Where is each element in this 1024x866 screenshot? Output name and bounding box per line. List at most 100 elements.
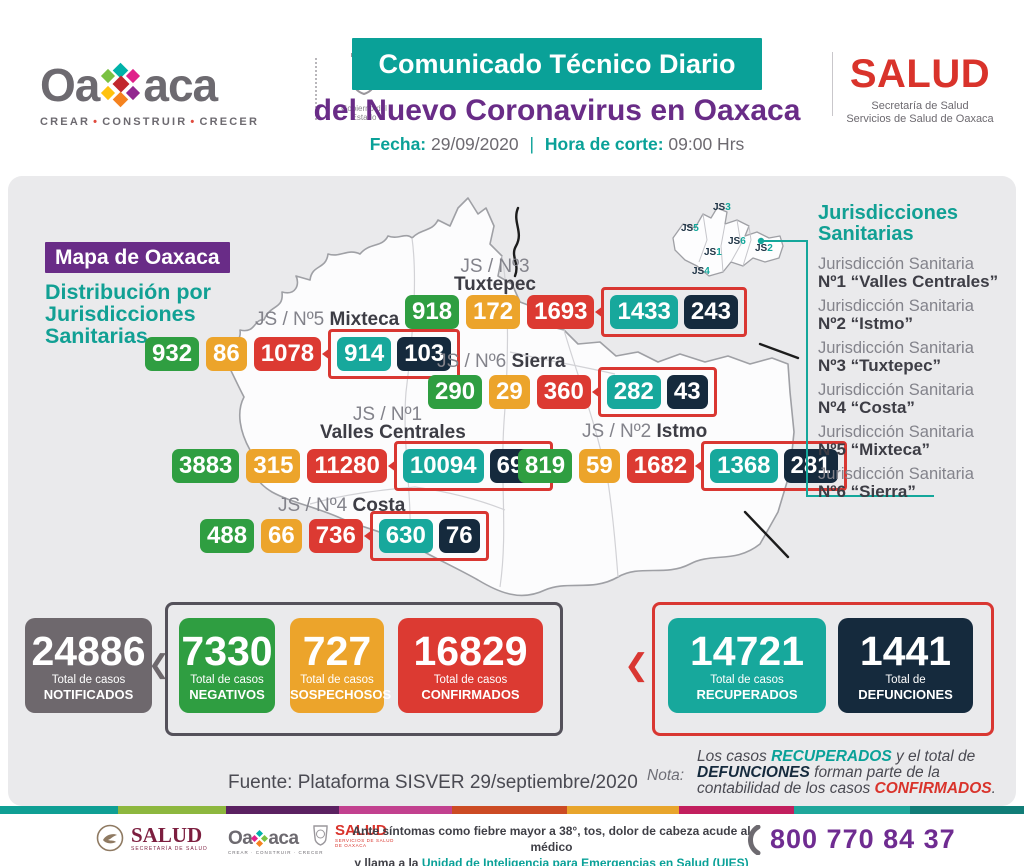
valles-negativos: 3883 bbox=[172, 449, 240, 483]
costa-defunciones: 76 bbox=[438, 519, 480, 553]
tuxtepec-recuperados: 1433 bbox=[610, 295, 678, 329]
oaxaca-logo: Oa aca CREAR • CONSTRUIR • CRECER bbox=[40, 58, 259, 128]
footer-salud-federal-sub: SECRETARÍA DE SALUD bbox=[131, 845, 208, 852]
oaxaca-mini-diamond-icon bbox=[251, 829, 269, 848]
legend-item: Jurisdicción Sanitaria Nº2 “Istmo” bbox=[818, 297, 974, 333]
row-tuxtepec: 918 172 1693 1433 243 bbox=[405, 287, 747, 337]
oaxaca-word-end: aca bbox=[143, 59, 218, 111]
map-title-banner: Mapa de Oaxaca bbox=[45, 242, 230, 273]
legend-item: Jurisdicción Sanitaria Nº4 “Costa” bbox=[818, 381, 974, 417]
mixteca-defunciones: 103 bbox=[397, 337, 452, 371]
costa-outcome-box: 630 76 bbox=[363, 511, 489, 561]
legend-item: Jurisdicción Sanitaria Nº3 “Tuxtepec” bbox=[818, 339, 974, 375]
tuxtepec-confirmados: 1693 bbox=[527, 295, 595, 329]
eagle-seal-icon bbox=[96, 824, 124, 852]
note-confirmados-hl: CONFIRMADOS bbox=[874, 780, 992, 797]
outcome-group-box bbox=[652, 602, 994, 736]
legend-item: Jurisdicción Sanitaria Nº1 “Valles Centra… bbox=[818, 255, 999, 291]
inset-label-js6: JS6 bbox=[728, 236, 746, 247]
header-right-divider bbox=[832, 52, 833, 116]
fecha-separator: | bbox=[529, 134, 535, 154]
mixteca-recuperados: 914 bbox=[337, 337, 392, 371]
tuxtepec-negativos: 918 bbox=[405, 295, 460, 329]
inset-label-js5: JS5 bbox=[681, 223, 699, 234]
row-mixteca: 932 86 1078 914 103 bbox=[145, 329, 461, 379]
phone-icon bbox=[748, 824, 761, 855]
sierra-defunciones: 43 bbox=[666, 375, 708, 409]
label-tuxtepec: JS / Nº3 Tuxtepec bbox=[453, 256, 536, 295]
hora-label: Hora de corte: bbox=[544, 134, 664, 154]
tuxtepec-outcome-box: 1433 243 bbox=[595, 287, 747, 337]
footer-bar: SALUD SECRETARÍA DE SALUD Oa aca CREAR ·… bbox=[0, 814, 1024, 866]
label-sierra: JS / Nº6 Sierra bbox=[437, 351, 566, 372]
tested-group-box bbox=[165, 602, 563, 736]
stat-recuperados: 14721 Total de casos RECUPERADOS bbox=[668, 618, 826, 713]
footer-salud-oaxaca-name: SALUD bbox=[335, 821, 387, 839]
row-sierra: 290 29 360 282 43 bbox=[428, 367, 717, 417]
stat-sospechosos: 727 Total de casos SOSPECHOSOS bbox=[290, 618, 391, 713]
mixteca-negativos: 932 bbox=[145, 337, 200, 371]
gobierno-label: Gobierno del Estado bbox=[341, 104, 387, 122]
oaxaca-wordmark: Oa aca bbox=[40, 58, 259, 112]
salud-sub: Secretaría de Salud Servicios de Salud d… bbox=[846, 100, 994, 125]
row-costa: 488 66 736 630 76 bbox=[200, 511, 489, 561]
footer-oaxaca-tagline: CREAR · CONSTRUIR · CRECER bbox=[228, 850, 324, 855]
label-mixteca: JS / Nº5 Mixteca bbox=[255, 309, 400, 330]
mini-crest-icon bbox=[313, 825, 328, 846]
footer-salud-oaxaca-sub1: SERVICIOS DE SALUD bbox=[335, 837, 394, 843]
inset-label-js3: JS3 bbox=[713, 202, 731, 213]
istmo-outcome-box: 1368 281 bbox=[695, 441, 847, 491]
footer-salud-oaxaca-logo: SALUD SERVICIOS DE SALUD DE OAXACA bbox=[312, 822, 394, 848]
footer-oaxaca-logo: Oa aca CREAR · CONSTRUIR · CRECER bbox=[228, 828, 324, 855]
note-defunciones-hl: DEFUNCIONES bbox=[697, 764, 810, 781]
mixteca-confirmados: 1078 bbox=[253, 337, 322, 371]
costa-sospechosos: 66 bbox=[261, 519, 302, 553]
valles-recuperados: 10094 bbox=[402, 449, 484, 483]
oaxaca-tagline: CREAR • CONSTRUIR • CRECER bbox=[40, 116, 260, 128]
inset-label-js1: JS1 bbox=[704, 247, 722, 258]
mixteca-sospechosos: 86 bbox=[206, 337, 247, 371]
mixteca-outcome-box: 914 103 bbox=[322, 329, 461, 379]
istmo-recuperados: 1368 bbox=[710, 449, 778, 483]
legend-connector-line bbox=[763, 240, 807, 242]
source-line: Fuente: Plataforma SISVER 29/septiembre/… bbox=[228, 772, 638, 793]
stat-confirmados: 16829 Total de casos CONFIRMADOS bbox=[398, 618, 543, 713]
footer-salud-federal-name: SALUD bbox=[131, 822, 203, 847]
label-valles-centrales: JS / Nº1 Valles Centrales bbox=[320, 404, 466, 443]
footer-message: Ante síntomas como fiebre mayor a 38°, t… bbox=[351, 823, 752, 866]
inset-label-js4: JS4 bbox=[692, 266, 710, 277]
header: Oa aca CREAR • CONSTRUIR • CRECER bbox=[0, 0, 1024, 176]
legend-title: Jurisdicciones Sanitarias bbox=[818, 202, 959, 245]
istmo-confirmados: 1682 bbox=[626, 449, 695, 483]
oaxaca-diamond-x-icon bbox=[99, 62, 143, 108]
color-stripe bbox=[0, 806, 1024, 814]
header-divider-dots bbox=[315, 58, 317, 120]
uies-highlight: Unidad de Inteligencia para Emergencias … bbox=[421, 856, 749, 866]
label-costa: JS / Nº4 Costa bbox=[278, 495, 406, 516]
footer-salud-federal-logo: SALUD SECRETARÍA DE SALUD bbox=[96, 824, 208, 852]
istmo-negativos: 819 bbox=[518, 449, 573, 483]
phone-number: 800 770 84 37 bbox=[770, 824, 956, 854]
sierra-sospechosos: 29 bbox=[489, 375, 530, 409]
valles-confirmados: 11280 bbox=[307, 449, 387, 483]
map-subtitle: Distribución por Jurisdicciones Sanitari… bbox=[45, 280, 212, 348]
footer-salud-oaxaca-sub2: DE OAXACA bbox=[335, 842, 367, 848]
oaxaca-word-start: Oa bbox=[40, 59, 100, 111]
tuxtepec-defunciones: 243 bbox=[683, 295, 738, 329]
salud-logo: SALUD Secretaría de Salud Servicios de S… bbox=[840, 54, 1000, 126]
stat-negativos: 7330 Total de casos NEGATIVOS bbox=[179, 618, 275, 713]
chevron-gray-icon: ❮ bbox=[148, 650, 170, 680]
sierra-negativos: 290 bbox=[428, 375, 483, 409]
note-recuperados-hl: RECUPERADOS bbox=[771, 748, 892, 765]
fecha-label: Fecha: bbox=[369, 134, 427, 154]
stat-notificados: 24886 Total de casos NOTIFICADOS bbox=[25, 618, 152, 713]
tuxtepec-sospechosos: 172 bbox=[466, 295, 521, 329]
fecha-line: Fecha: 29/09/2020 | Hora de corte: 09:00… bbox=[302, 134, 812, 155]
note-label: Nota: bbox=[647, 767, 685, 784]
row-valles-centrales: 3883 315 11280 10094 695 bbox=[172, 441, 553, 491]
sierra-recuperados: 282 bbox=[606, 375, 661, 409]
stat-defunciones: 1441 Total de DEFUNCIONES bbox=[838, 618, 973, 713]
row-istmo: 819 59 1682 1368 281 bbox=[518, 441, 847, 491]
salud-name: SALUD bbox=[849, 52, 991, 96]
